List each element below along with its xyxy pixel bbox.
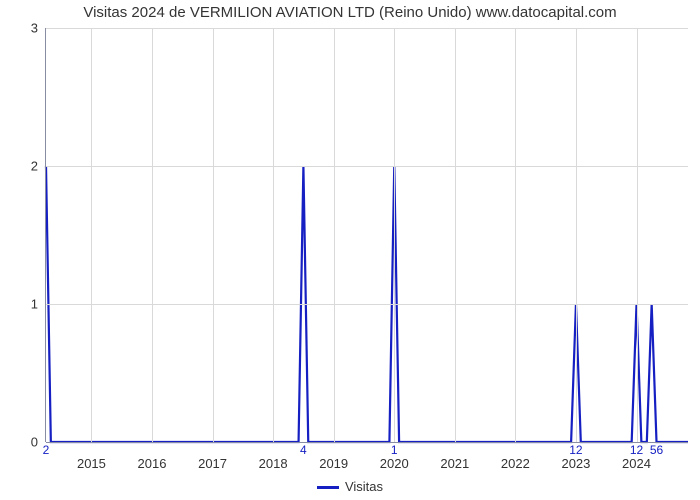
- value-label: 1: [391, 442, 398, 457]
- plot-area: 0123201520162017201820192020202120222023…: [46, 28, 688, 442]
- legend-label: Visitas: [345, 479, 383, 494]
- grid-line-v: [455, 28, 456, 442]
- grid-line-v: [334, 28, 335, 442]
- grid-line-v: [637, 28, 638, 442]
- y-tick-label: 1: [31, 297, 46, 312]
- x-tick-label: 2021: [440, 442, 469, 471]
- grid-line-h: [46, 304, 688, 305]
- grid-line-v: [213, 28, 214, 442]
- x-tick-label: 2017: [198, 442, 227, 471]
- y-tick-label: 3: [31, 21, 46, 36]
- value-label: 12: [569, 442, 582, 457]
- grid-line-h: [46, 166, 688, 167]
- value-label: 56: [650, 442, 663, 457]
- x-axis: [46, 442, 688, 443]
- grid-line-v: [394, 28, 395, 442]
- y-tick-label: 2: [31, 159, 46, 174]
- grid-line-v: [515, 28, 516, 442]
- x-tick-label: 2018: [259, 442, 288, 471]
- grid-line-v: [152, 28, 153, 442]
- value-label: 4: [300, 442, 307, 457]
- value-label: 12: [630, 442, 643, 457]
- grid-line-v: [91, 28, 92, 442]
- chart-title: Visitas 2024 de VERMILION AVIATION LTD (…: [0, 4, 700, 21]
- grid-line-v: [273, 28, 274, 442]
- grid-line-v: [576, 28, 577, 442]
- x-tick-label: 2016: [138, 442, 167, 471]
- value-label: 2: [43, 442, 50, 457]
- legend: Visitas: [0, 479, 700, 494]
- y-axis: [45, 28, 46, 442]
- line-series: [46, 28, 688, 442]
- x-tick-label: 2015: [77, 442, 106, 471]
- grid-line-h: [46, 28, 688, 29]
- chart-container: Visitas 2024 de VERMILION AVIATION LTD (…: [0, 0, 700, 500]
- x-tick-label: 2022: [501, 442, 530, 471]
- legend-swatch: [317, 486, 339, 489]
- x-tick-label: 2019: [319, 442, 348, 471]
